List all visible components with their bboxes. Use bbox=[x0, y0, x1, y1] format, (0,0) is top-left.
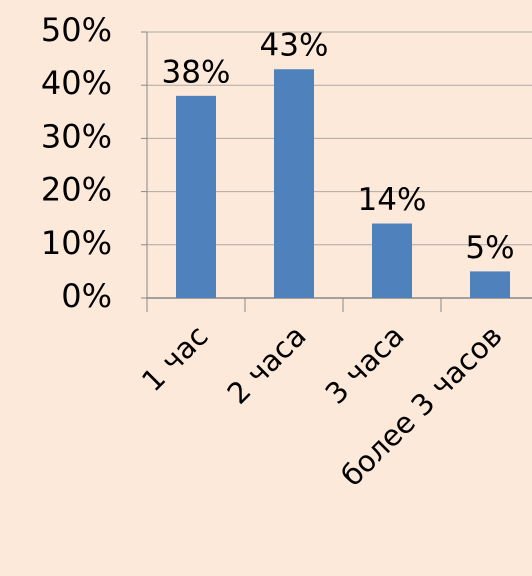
y-tick-label: 50% bbox=[41, 11, 112, 49]
bar bbox=[176, 95, 216, 298]
y-tick-label: 10% bbox=[41, 224, 112, 262]
y-tick-label: 40% bbox=[41, 64, 112, 102]
bar bbox=[372, 223, 412, 298]
data-label: 43% bbox=[260, 28, 329, 64]
data-label: 5% bbox=[465, 230, 514, 266]
y-tick-label: 0% bbox=[61, 277, 112, 315]
bar bbox=[470, 271, 510, 298]
data-label: 14% bbox=[358, 182, 427, 218]
bar bbox=[274, 69, 314, 299]
data-label: 38% bbox=[162, 54, 231, 90]
y-tick-label: 20% bbox=[41, 171, 112, 209]
y-tick-label: 30% bbox=[41, 117, 112, 155]
